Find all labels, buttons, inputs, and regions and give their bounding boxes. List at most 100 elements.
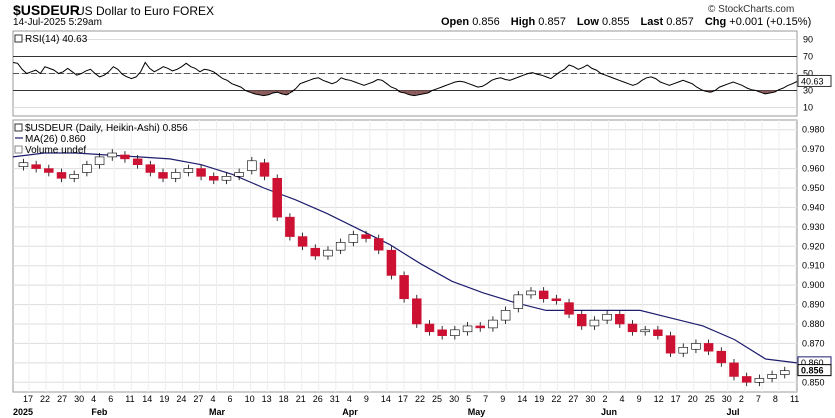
candle-body	[158, 172, 168, 179]
candle-body	[526, 290, 536, 296]
x-month-label: 2025	[13, 407, 33, 417]
candle-body	[348, 234, 359, 243]
x-tick-label: 27	[57, 394, 67, 404]
last-value: 0.857	[666, 16, 694, 28]
rsi-last-value-box	[797, 74, 832, 87]
x-tick-label: 25	[432, 394, 442, 404]
x-tick-label: 11	[125, 394, 134, 404]
symbol: $USDEUR	[13, 2, 80, 18]
price-tick-label: 0.870	[802, 338, 825, 348]
price-tick-label: 0.890	[802, 300, 825, 310]
x-tick-label: 14	[517, 394, 527, 404]
x-month-label: Mar	[209, 407, 226, 417]
candle-body	[538, 290, 549, 300]
symbol-description: US Dollar to Euro FOREX	[76, 4, 215, 18]
price-legend-entry: MA(26) 0.860	[25, 134, 86, 145]
candle-body	[297, 236, 308, 247]
candle-body	[691, 343, 701, 350]
x-tick-label: 24	[176, 394, 186, 404]
candle-body	[18, 162, 29, 167]
rsi-tick-label: 30	[803, 86, 813, 96]
x-tick-label: 20	[688, 394, 698, 404]
x-month-label: Feb	[91, 407, 108, 417]
x-tick-label: 5	[466, 394, 471, 404]
candle-body	[196, 168, 206, 177]
chart-date: 14-Jul-2025 5:29am	[13, 17, 102, 28]
ohlc-readout: Open 0.856 High 0.857 Low 0.855 Last 0.8…	[441, 16, 819, 28]
price-tick-label: 0.930	[802, 222, 825, 232]
candle-body	[754, 378, 765, 383]
x-tick-label: 8	[773, 394, 778, 404]
x-tick-label: 30	[74, 394, 84, 404]
x-tick-label: 9	[637, 394, 642, 404]
x-tick-label: 6	[228, 394, 233, 404]
candle-body	[424, 323, 435, 333]
candle-body	[272, 177, 282, 218]
price-last-label: 0.856	[801, 366, 824, 376]
x-tick-label: 11	[790, 394, 799, 404]
ma26-line	[12, 152, 798, 364]
candle-body	[120, 154, 130, 160]
x-tick-label: 2	[602, 394, 607, 404]
price-legend-entry: $USDEUR (Daily, Heikin-Ashi) 0.856	[25, 123, 188, 134]
candle-body	[640, 329, 650, 333]
last-label: Last	[640, 16, 664, 28]
x-month-label: Apr	[342, 407, 358, 417]
price-legend-swatch	[14, 123, 23, 132]
candle-body	[209, 176, 219, 181]
high-label: High	[510, 16, 536, 28]
candle-body	[373, 238, 384, 251]
price-legend-entry: Volume undef	[25, 145, 86, 156]
x-tick-label: 7	[483, 394, 488, 404]
x-tick-label: 2	[739, 394, 744, 404]
candle-body	[716, 350, 727, 364]
rsi-legend-swatch	[14, 34, 23, 43]
candle-body	[247, 160, 257, 171]
candle-body	[653, 329, 663, 336]
candle-body	[259, 162, 270, 177]
x-tick-label: 4	[91, 394, 96, 404]
candle-body	[665, 335, 676, 354]
x-tick-label: 10	[245, 394, 255, 404]
low-value: 0.855	[601, 16, 630, 28]
x-tick-label: 14	[142, 394, 152, 404]
candle-body	[183, 168, 194, 173]
candle-body	[323, 249, 333, 257]
x-tick-label: 14	[381, 394, 391, 404]
candle-body	[310, 247, 321, 257]
x-tick-label: 19	[534, 394, 544, 404]
price-last-box	[797, 364, 832, 377]
candle-body	[678, 347, 688, 354]
candle-body	[361, 234, 371, 239]
candle-body	[145, 164, 156, 173]
candle-body	[234, 172, 244, 177]
candle-body	[56, 172, 67, 179]
candle-body	[627, 323, 638, 333]
x-month-label: May	[468, 407, 486, 417]
x-tick-label: 22	[40, 394, 50, 404]
x-tick-label: 25	[705, 394, 715, 404]
x-tick-label: 4	[620, 394, 625, 404]
chg-label: Chg	[704, 16, 727, 28]
candle-body	[437, 329, 447, 336]
candle-body	[767, 374, 777, 379]
x-tick-label: 4	[347, 394, 352, 404]
x-tick-label: 22	[551, 394, 561, 404]
rsi-tick-label: 10	[803, 103, 813, 113]
candle-body	[82, 164, 92, 173]
candle-body	[564, 302, 574, 315]
rsi-last-value-label: 40.63	[801, 76, 824, 86]
rsi-legend: RSI(14) 40.63	[25, 34, 88, 45]
open-value: 0.856	[472, 16, 500, 28]
x-tick-label: 17	[671, 394, 681, 404]
candle-body	[602, 313, 612, 321]
candle-body	[780, 370, 790, 375]
candle-body	[69, 174, 79, 179]
candle-body	[412, 298, 422, 325]
candle-body	[170, 172, 181, 179]
low-label: Low	[576, 16, 599, 28]
x-tick-label: 30	[585, 394, 595, 404]
x-tick-label: 27	[193, 394, 203, 404]
x-tick-label: 27	[568, 394, 578, 404]
